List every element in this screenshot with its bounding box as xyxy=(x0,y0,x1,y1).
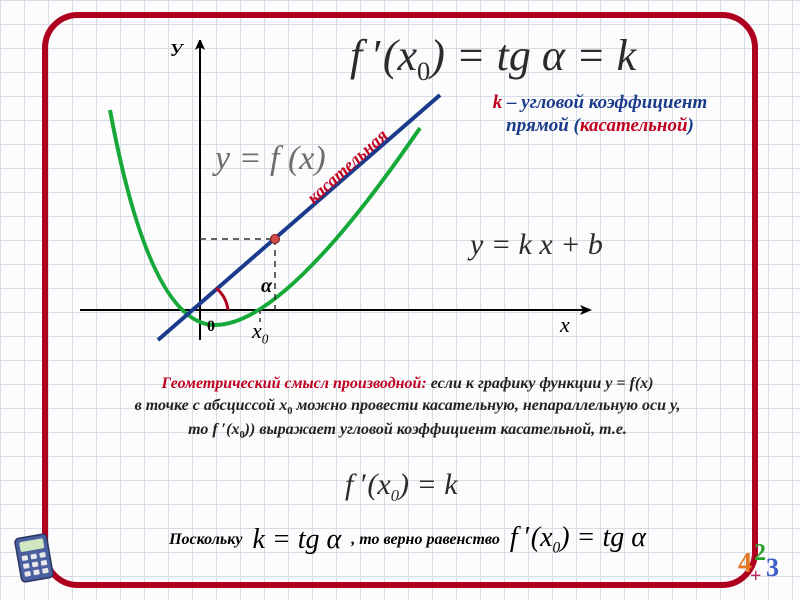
x-axis-label: х xyxy=(560,312,570,338)
eq-ktg: k = tg α xyxy=(252,524,341,556)
content: f ′(x0) = tg α = k k – угловой коэффицие… xyxy=(0,0,800,600)
y-axis-label: У xyxy=(170,40,183,61)
x0-label: x0 xyxy=(252,318,268,347)
geom-t6: ) выражает угловой коэффициент касательн… xyxy=(250,421,627,438)
coef-l2a: прямой ( xyxy=(506,115,580,136)
svg-text:+: + xyxy=(750,565,761,587)
eq-fk: f ′(x0) = k xyxy=(345,468,458,506)
coef-rest: – угловой коэффициент xyxy=(502,92,707,113)
geom-t3: в точке с абсциссой xyxy=(135,397,280,414)
tangent-point xyxy=(271,235,280,244)
geom-text: Геометрический смысл производной: если к… xyxy=(70,373,745,443)
eq-yf: y = f (x) xyxy=(215,140,326,178)
angle-arc xyxy=(216,288,228,310)
bottom-t1: Поскольку xyxy=(169,531,242,549)
svg-text:2: 2 xyxy=(754,540,766,566)
coef-k: k xyxy=(493,92,503,113)
svg-text:3: 3 xyxy=(766,553,779,582)
geom-title: Геометрический смысл производной: xyxy=(162,375,427,392)
calculator-icon xyxy=(12,532,64,584)
eq-main: f ′(x0) = tg α = k xyxy=(350,30,636,87)
bottom-row: Поскольку k = tg α , то верно равенство … xyxy=(70,522,745,558)
bottom-t2: , то верно равенство xyxy=(351,531,500,549)
coef-text: k – угловой коэффициент прямой (касатель… xyxy=(435,92,765,138)
numbers-icon: 4 2 3 + xyxy=(732,530,790,588)
eq-ftg: f ′(x0) = tg α xyxy=(510,522,646,558)
geom-t2: если к графику функции y = f(x) xyxy=(427,375,654,392)
eq-line: y = k x + b xyxy=(470,228,603,262)
coef-l2b: касательной xyxy=(580,115,688,136)
geom-t4: можно провести касательную, непараллельн… xyxy=(292,397,680,414)
geom-t5: то xyxy=(188,421,212,438)
coef-l2c: ) xyxy=(688,115,694,136)
alpha-label: α xyxy=(261,275,272,298)
origin-label: 0 xyxy=(207,318,215,336)
